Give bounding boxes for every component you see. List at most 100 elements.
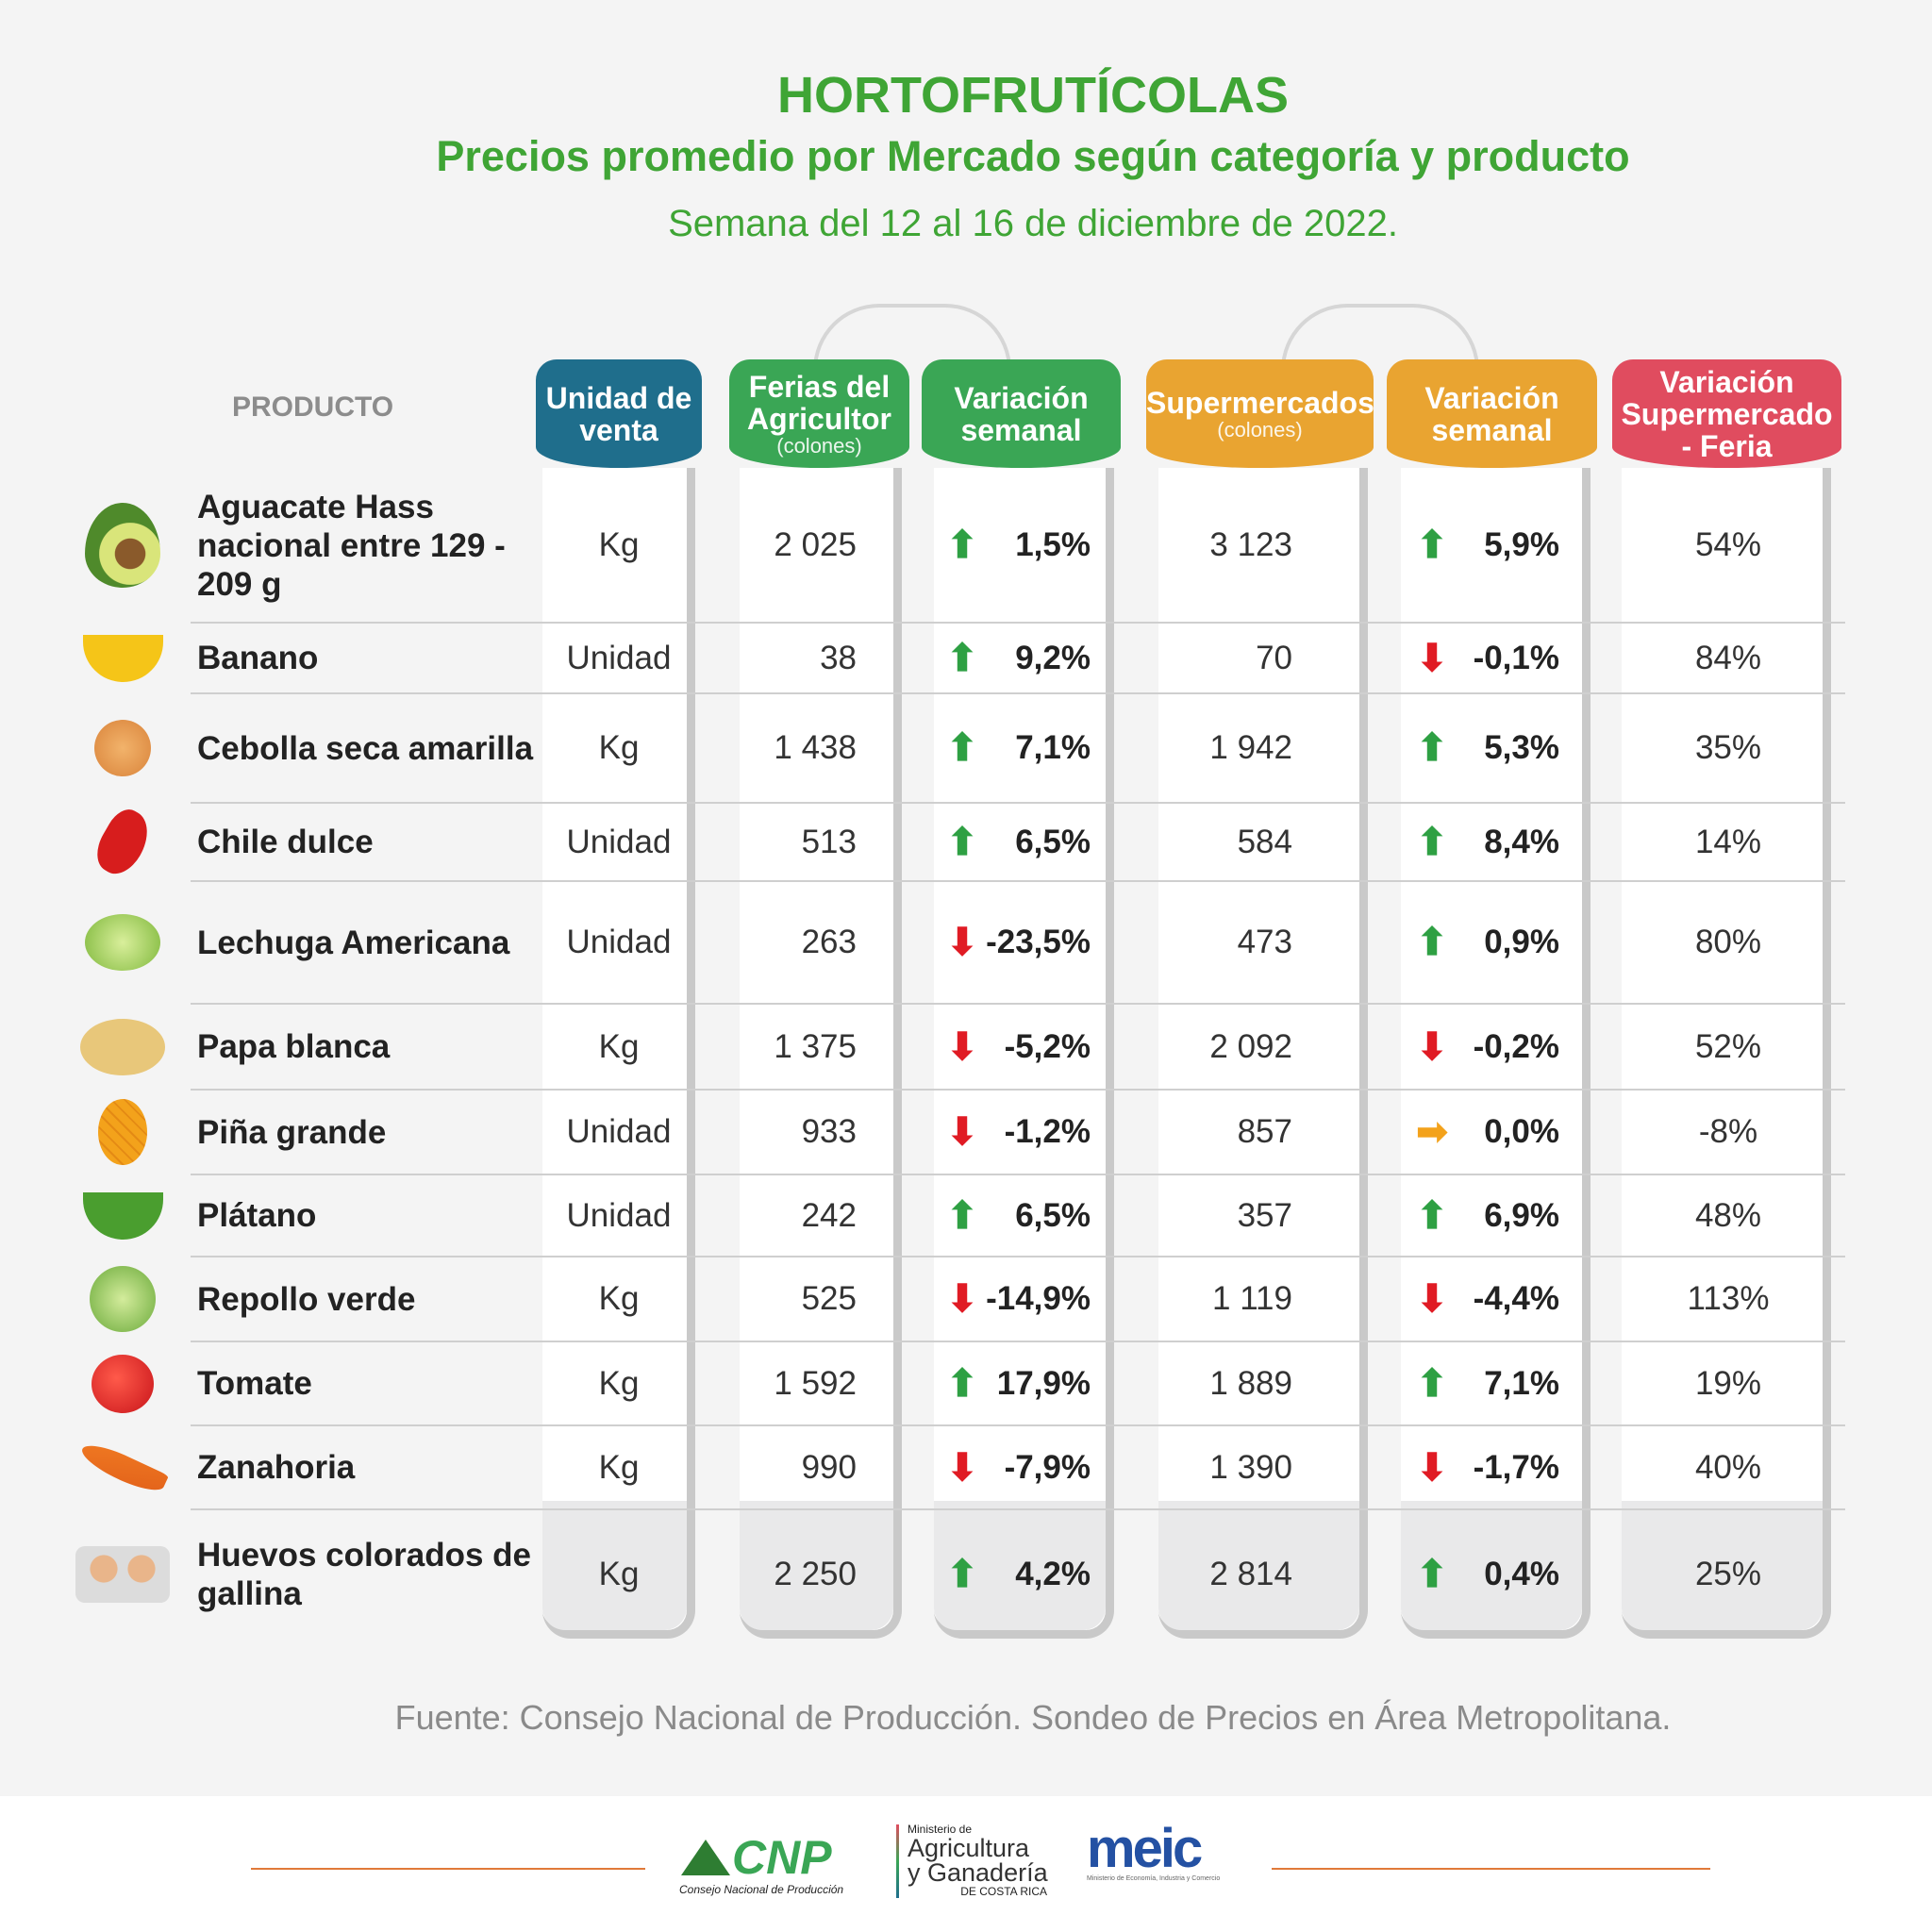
banana-icon xyxy=(75,625,170,691)
ferias-variation-cell: -1,2% xyxy=(1004,1113,1091,1150)
row-divider xyxy=(191,1256,1845,1257)
row-divider xyxy=(191,622,1845,624)
product-name: Banano xyxy=(197,640,319,676)
arrow-up-icon: ⬆ xyxy=(1416,727,1448,769)
eggs-icon xyxy=(75,1541,170,1607)
ferias-header: Ferias del Agricultor (colones) xyxy=(729,359,909,468)
avocado-icon-shape xyxy=(85,503,160,588)
unit-cell: Kg xyxy=(598,1555,640,1592)
arrow-up-icon: ⬆ xyxy=(946,637,978,679)
arrow-down-icon: ⬇ xyxy=(946,1446,978,1489)
diff-cell: -8% xyxy=(1698,1113,1758,1150)
week-label: Semana del 12 al 16 de diciembre de 2022… xyxy=(668,203,1398,244)
product-name: Cebolla seca amarilla xyxy=(197,729,534,767)
diff-column xyxy=(1622,468,1831,1639)
meic-logo: meic Ministerio de Economía, Industria y… xyxy=(1087,1822,1247,1883)
super-price-cell: 1 390 xyxy=(1209,1448,1292,1486)
source-note: Fuente: Consejo Nacional de Producción. … xyxy=(394,1698,1672,1737)
footer-line-left xyxy=(251,1868,645,1870)
unit-cell: Unidad xyxy=(566,1113,672,1150)
arrow-up-icon: ⬆ xyxy=(1416,525,1448,566)
unit-cell: Unidad xyxy=(566,823,672,860)
unit-cell: Unidad xyxy=(566,1196,672,1234)
arrow-up-icon: ⬆ xyxy=(946,525,978,566)
ferias-variation-cell: 6,5% xyxy=(1015,1196,1091,1234)
product-name: Huevos colorados de gallina xyxy=(197,1536,531,1612)
onion-icon-shape xyxy=(94,720,151,776)
potato-icon-shape xyxy=(80,1018,165,1075)
ferias-header-unit: (colones) xyxy=(776,433,862,458)
super-variation-cell: -4,4% xyxy=(1473,1280,1559,1317)
ferias-price-cell: 2 250 xyxy=(774,1555,857,1592)
ferias-header-label: Ferias del Agricultor xyxy=(747,369,891,436)
super-price-cell: 70 xyxy=(1256,639,1292,676)
ferias-price-cell: 1 375 xyxy=(774,1027,857,1065)
diff-cell: 14% xyxy=(1694,823,1762,860)
tomato-icon-shape xyxy=(92,1354,154,1413)
arrow-down-icon: ⬇ xyxy=(946,1111,978,1153)
unit-cell: Kg xyxy=(598,1027,640,1065)
diff-header: Variación Supermercado - Feria xyxy=(1612,359,1841,468)
pepper-icon-shape xyxy=(88,802,158,882)
onion-icon xyxy=(75,715,170,781)
diff-cell: 54% xyxy=(1694,526,1762,563)
super-price-cell: 1 889 xyxy=(1209,1364,1292,1402)
diff-cell: 35% xyxy=(1694,729,1762,766)
diff-header-label: Variación Supermercado - Feria xyxy=(1621,364,1833,463)
page-title: HORTOFRUTÍCOLAS xyxy=(777,67,1289,124)
cnp-logo-text: CNP xyxy=(732,1831,832,1884)
diff-cell: 48% xyxy=(1694,1196,1762,1234)
carrot-icon-shape xyxy=(76,1437,169,1498)
diff-cell: 40% xyxy=(1694,1448,1762,1486)
arrow-down-icon: ⬇ xyxy=(1416,1025,1448,1068)
ferias-variation-cell: 17,9% xyxy=(996,1364,1091,1402)
product-name: Tomate xyxy=(197,1365,312,1402)
super-price-cell: 857 xyxy=(1237,1113,1292,1150)
row-divider xyxy=(191,1424,1845,1426)
ferias-variation-cell: 1,5% xyxy=(1015,526,1091,563)
mag-logo: Ministerio de Agricultura y Ganadería DE… xyxy=(908,1823,1058,1898)
pineapple-icon-shape xyxy=(98,1099,147,1165)
super-variation-cell: 0,4% xyxy=(1484,1555,1559,1592)
lettuce-icon-shape xyxy=(85,914,160,971)
product-name: Plátano xyxy=(197,1197,317,1234)
ferias-price-cell: 38 xyxy=(820,639,857,676)
arrow-up-icon: ⬆ xyxy=(946,821,978,863)
super-var-header: Variación semanal xyxy=(1387,359,1597,468)
banana-icon-shape xyxy=(82,634,163,682)
avocado-icon xyxy=(75,503,170,588)
ferias-variation-cell: -5,2% xyxy=(1004,1027,1091,1065)
super-header: Supermercados (colones) xyxy=(1146,359,1374,468)
unit-cell: Unidad xyxy=(566,639,672,676)
potato-icon xyxy=(75,1014,170,1080)
super-variation-cell: -0,2% xyxy=(1473,1027,1559,1065)
unit-column xyxy=(542,468,695,1639)
ferias-price-cell: 525 xyxy=(801,1280,857,1317)
ferias-variation-cell: -7,9% xyxy=(1004,1448,1091,1486)
arrow-down-icon: ⬇ xyxy=(1416,1278,1448,1320)
lettuce-icon xyxy=(75,909,170,975)
diff-cell: 113% xyxy=(1687,1280,1770,1317)
super-price-cell: 2 092 xyxy=(1209,1027,1292,1065)
super-variation-cell: 5,3% xyxy=(1484,729,1559,766)
super-header-label: Supermercados xyxy=(1146,385,1374,420)
super-variation-cell: 6,9% xyxy=(1484,1196,1559,1234)
cnp-logo: CNP Consejo Nacional de Producción xyxy=(677,1830,857,1896)
diff-cell: 84% xyxy=(1694,639,1762,676)
diff-cell: 80% xyxy=(1694,924,1762,960)
row-divider xyxy=(191,1089,1845,1091)
ferias-price-cell: 990 xyxy=(801,1448,857,1486)
ferias-variation-cell: 4,2% xyxy=(1015,1555,1091,1592)
ferias-price-cell: 263 xyxy=(801,924,857,960)
arrow-down-icon: ⬇ xyxy=(946,1278,978,1320)
arrow-up-icon: ⬆ xyxy=(946,727,978,769)
row-divider xyxy=(191,1003,1845,1005)
product-name: Repollo verde xyxy=(197,1280,416,1318)
footer-line-right xyxy=(1272,1868,1710,1870)
super-variation-cell: 5,9% xyxy=(1484,526,1559,563)
ferias-price-cell: 242 xyxy=(801,1196,857,1234)
meic-logo-sub: Ministerio de Economía, Industria y Come… xyxy=(1087,1875,1221,1882)
product-name: Lechuga Americana xyxy=(197,924,510,961)
product-name: Chile dulce xyxy=(197,824,374,860)
mag-logo-main: Agricultura y Ganadería xyxy=(908,1834,1048,1887)
